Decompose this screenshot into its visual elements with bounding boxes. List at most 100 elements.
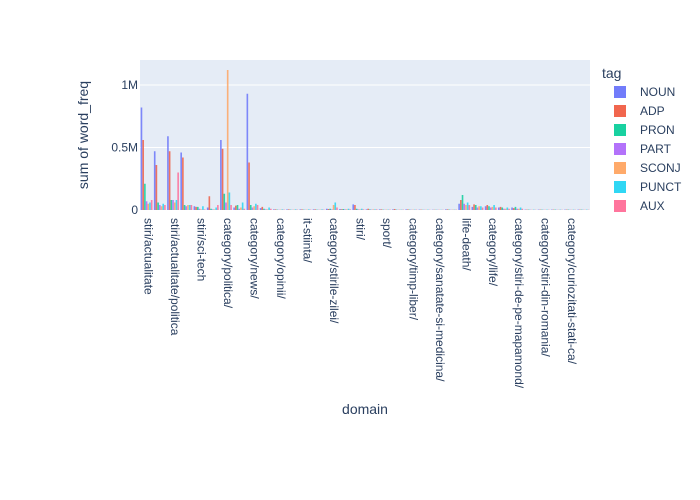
bar-aux <box>468 205 471 210</box>
x-tick-label: category/politica/ <box>221 218 235 309</box>
bar-sconj <box>504 208 507 210</box>
bar-pron <box>144 183 146 210</box>
x-tick-label: category/stirile-zilei/ <box>327 218 341 324</box>
legend-swatch-punct[interactable] <box>614 181 626 193</box>
x-tick-labels: stiri/actualitate stiri/actualitate/polit… <box>142 218 580 389</box>
bar-pron <box>461 195 464 210</box>
bar-punct <box>162 203 165 210</box>
bar-pron <box>369 209 371 211</box>
legend-swatch-part[interactable] <box>614 143 626 155</box>
bar-sconj <box>266 209 269 211</box>
bar-punct <box>307 209 310 211</box>
x-tick-label: life-death/ <box>459 218 473 271</box>
x-tick-label: category/sanatate-si-medicina/ <box>433 218 447 382</box>
bar-part <box>463 203 466 210</box>
bar-pron <box>236 205 239 210</box>
bar-pron <box>183 205 186 210</box>
bar-pron <box>474 205 477 210</box>
bar-aux <box>203 209 206 211</box>
bar-adp <box>274 209 277 211</box>
bar-part <box>476 207 479 210</box>
bar-adp <box>168 151 171 210</box>
bar-punct <box>466 202 469 210</box>
x-tick-label: category/stiri-din-romania/ <box>539 218 553 357</box>
legend: tag NOUN ADP PRON PART SCONJ PUNCT AUX <box>602 65 682 213</box>
legend-swatch-pron[interactable] <box>614 124 626 136</box>
bar-noun <box>273 209 275 211</box>
bar-adp <box>155 165 158 210</box>
legend-item-aux[interactable]: AUX <box>640 199 665 213</box>
x-tick-label: category/curiozitati-stati-ca/ <box>565 218 579 365</box>
bar-noun <box>352 204 355 211</box>
bar-sconj <box>359 209 361 211</box>
bar-sconj <box>160 206 163 210</box>
bar-aux <box>217 205 219 210</box>
bar-adp <box>248 162 250 210</box>
bar-aux <box>362 209 365 211</box>
bar-pron <box>514 206 517 211</box>
legend-swatch-aux[interactable] <box>614 200 626 212</box>
bar-sconj <box>147 203 150 210</box>
bar-punct <box>294 209 297 211</box>
bar-pron <box>157 202 159 210</box>
y-tick-label: 0 <box>131 203 138 217</box>
bar-aux <box>481 207 484 210</box>
bar-pron <box>501 207 504 210</box>
bar-punct <box>347 208 350 210</box>
bar-punct <box>241 202 244 210</box>
bar-adp <box>512 208 515 211</box>
legend-swatch-adp[interactable] <box>614 105 626 117</box>
bar-noun <box>246 93 249 210</box>
legend-item-pron[interactable]: PRON <box>640 123 675 137</box>
bar-adp <box>182 157 184 210</box>
bar-noun <box>484 206 487 210</box>
bar-noun <box>167 136 169 210</box>
x-tick-label: category/opinii/ <box>274 218 288 299</box>
x-tick-label: category/timp-liber/ <box>406 218 420 321</box>
bar-aux <box>508 208 510 210</box>
bar-pron <box>170 200 173 210</box>
bar-punct <box>360 208 363 210</box>
x-tick-label: category/stiri-de-pe-mapamond/ <box>512 218 526 389</box>
bar-sconj <box>518 208 520 210</box>
bar-adp <box>301 209 303 211</box>
bar-part <box>145 201 148 210</box>
bar-punct <box>493 205 495 210</box>
bar-noun <box>458 203 460 210</box>
bar-adp <box>460 200 462 210</box>
bar-pron <box>329 208 331 210</box>
bar-punct <box>334 202 337 210</box>
bar-punct <box>268 207 270 210</box>
legend-swatch-sconj[interactable] <box>614 162 626 174</box>
bar-aux <box>190 205 193 210</box>
bar-noun <box>140 107 143 210</box>
legend-item-adp[interactable]: ADP <box>640 104 665 118</box>
bar-adp <box>380 209 383 211</box>
bar-noun <box>365 209 368 211</box>
bar-part <box>264 209 267 211</box>
bar-noun <box>498 207 500 210</box>
bar-punct <box>149 202 151 210</box>
legend-item-sconj[interactable]: SCONJ <box>640 161 681 175</box>
bar-aux <box>243 208 246 210</box>
legend-swatch-noun[interactable] <box>614 86 626 98</box>
bar-pron <box>223 193 226 210</box>
bar-aux <box>494 207 497 210</box>
bars <box>140 70 590 211</box>
legend-item-noun[interactable]: NOUN <box>640 85 675 99</box>
y-tick-label: 1M <box>121 78 138 92</box>
bar-adp <box>142 140 144 210</box>
bar-sconj <box>187 205 189 210</box>
legend-item-punct[interactable]: PUNCT <box>640 180 682 194</box>
bar-punct <box>202 206 204 210</box>
bar-part <box>516 208 518 210</box>
bar-noun <box>392 209 394 211</box>
legend-item-part[interactable]: PART <box>640 142 672 156</box>
x-tick-label: stiri/actualitate <box>142 218 156 295</box>
bar-noun <box>259 208 262 211</box>
bar-adp <box>208 196 211 210</box>
bar-part <box>503 208 505 210</box>
bar-pron <box>355 208 358 210</box>
y-tick-label: 0.5M <box>111 141 138 155</box>
